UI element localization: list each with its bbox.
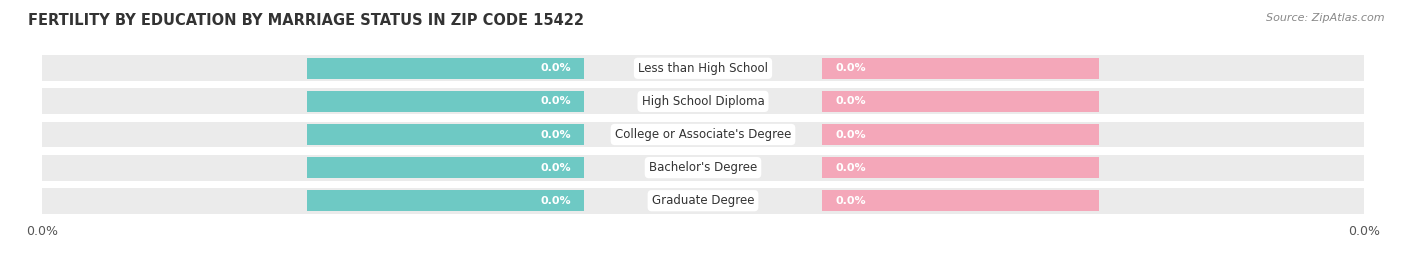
Bar bbox=[823, 91, 1099, 112]
Bar bbox=[307, 157, 583, 178]
Text: 0.0%: 0.0% bbox=[540, 129, 571, 140]
Text: 0.0%: 0.0% bbox=[835, 63, 866, 73]
Text: FERTILITY BY EDUCATION BY MARRIAGE STATUS IN ZIP CODE 15422: FERTILITY BY EDUCATION BY MARRIAGE STATU… bbox=[28, 13, 583, 29]
Text: Graduate Degree: Graduate Degree bbox=[652, 194, 754, 207]
Bar bbox=[823, 124, 1099, 145]
Bar bbox=[307, 124, 583, 145]
Bar bbox=[42, 155, 1364, 180]
Bar bbox=[823, 157, 1099, 178]
Text: 0.0%: 0.0% bbox=[835, 129, 866, 140]
Text: Source: ZipAtlas.com: Source: ZipAtlas.com bbox=[1267, 13, 1385, 23]
Bar bbox=[42, 89, 1364, 114]
Text: 0.0%: 0.0% bbox=[540, 196, 571, 206]
Text: 0.0%: 0.0% bbox=[835, 196, 866, 206]
Bar bbox=[42, 55, 1364, 81]
Text: Less than High School: Less than High School bbox=[638, 62, 768, 75]
Text: 0.0%: 0.0% bbox=[835, 96, 866, 107]
Bar bbox=[823, 190, 1099, 211]
Bar bbox=[307, 91, 583, 112]
Bar bbox=[307, 190, 583, 211]
Text: 0.0%: 0.0% bbox=[540, 96, 571, 107]
Bar bbox=[307, 58, 583, 79]
Text: College or Associate's Degree: College or Associate's Degree bbox=[614, 128, 792, 141]
Bar bbox=[823, 58, 1099, 79]
Text: 0.0%: 0.0% bbox=[540, 162, 571, 173]
Text: 0.0%: 0.0% bbox=[835, 162, 866, 173]
Bar bbox=[42, 122, 1364, 147]
Bar bbox=[42, 188, 1364, 214]
Text: 0.0%: 0.0% bbox=[540, 63, 571, 73]
Text: High School Diploma: High School Diploma bbox=[641, 95, 765, 108]
Text: Bachelor's Degree: Bachelor's Degree bbox=[650, 161, 756, 174]
